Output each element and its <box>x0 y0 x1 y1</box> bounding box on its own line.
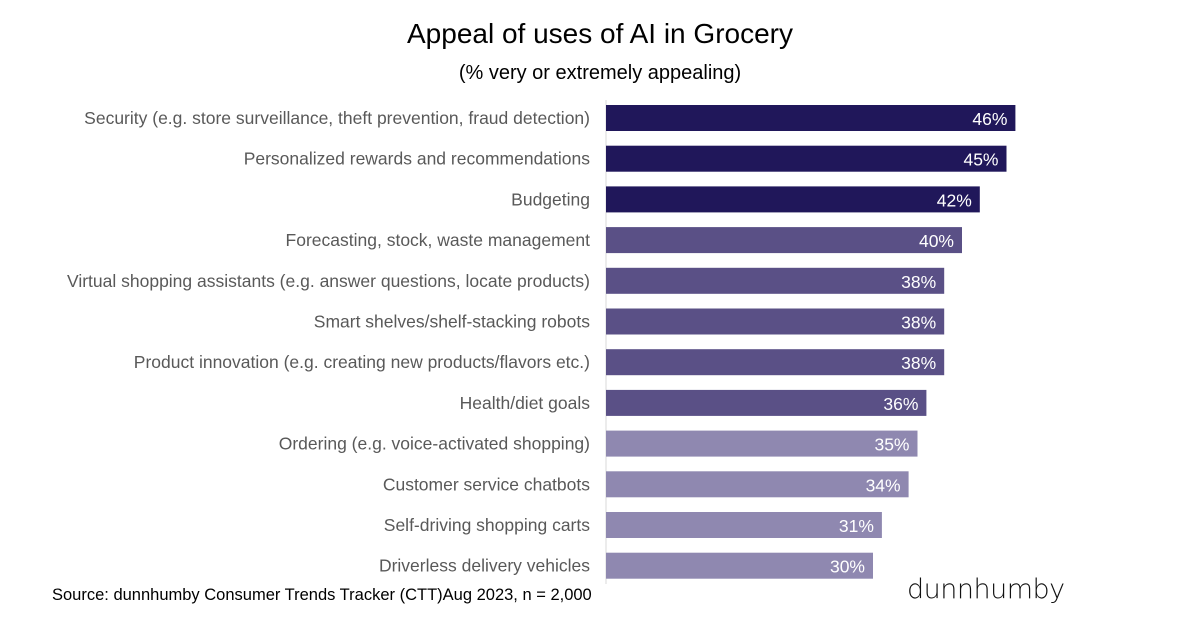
category-label: Budgeting <box>511 189 590 209</box>
bar <box>606 227 962 254</box>
bar <box>606 389 927 416</box>
data-label: 38% <box>901 353 936 373</box>
category-label: Ordering (e.g. voice-activated shopping) <box>279 434 590 454</box>
data-label: 38% <box>901 313 936 333</box>
bar <box>606 552 873 579</box>
category-label: Forecasting, stock, waste management <box>286 230 591 250</box>
bar <box>606 105 1016 131</box>
data-label: 36% <box>883 394 918 414</box>
data-label: 34% <box>866 475 901 495</box>
data-label: 38% <box>901 272 936 292</box>
bar <box>606 349 945 376</box>
data-label: 31% <box>839 516 874 536</box>
category-label: Self-driving shopping carts <box>384 515 590 535</box>
bar <box>606 430 918 457</box>
category-label: Smart shelves/shelf-stacking robots <box>314 312 590 332</box>
data-label: 46% <box>972 109 1007 129</box>
data-label: 30% <box>830 557 865 577</box>
bar <box>606 267 945 294</box>
category-label: Driverless delivery vehicles <box>379 556 590 576</box>
bar <box>606 145 1007 172</box>
category-label: Product innovation (e.g. creating new pr… <box>134 352 590 372</box>
category-label: Health/diet goals <box>460 393 591 413</box>
data-label: 35% <box>874 435 909 455</box>
source-note: Source: dunnhumby Consumer Trends Tracke… <box>52 586 592 604</box>
dunnhumby-logo: dunnhumby <box>907 574 1065 605</box>
data-label: 45% <box>963 150 998 170</box>
chart-subtitle: (% very or extremely appealing) <box>458 62 742 84</box>
category-label: Security (e.g. store surveillance, theft… <box>84 108 590 128</box>
category-label: Personalized rewards and recommendations <box>244 149 591 169</box>
chart-title: Appeal of uses of AI in Grocery <box>407 18 793 49</box>
category-label: Customer service chatbots <box>383 474 590 494</box>
data-label: 40% <box>919 231 954 251</box>
bar <box>606 512 882 538</box>
bar <box>606 308 945 335</box>
data-label: 42% <box>937 190 972 210</box>
bar <box>606 186 980 213</box>
bar <box>606 471 909 498</box>
category-label: Virtual shopping assistants (e.g. answer… <box>67 271 590 291</box>
